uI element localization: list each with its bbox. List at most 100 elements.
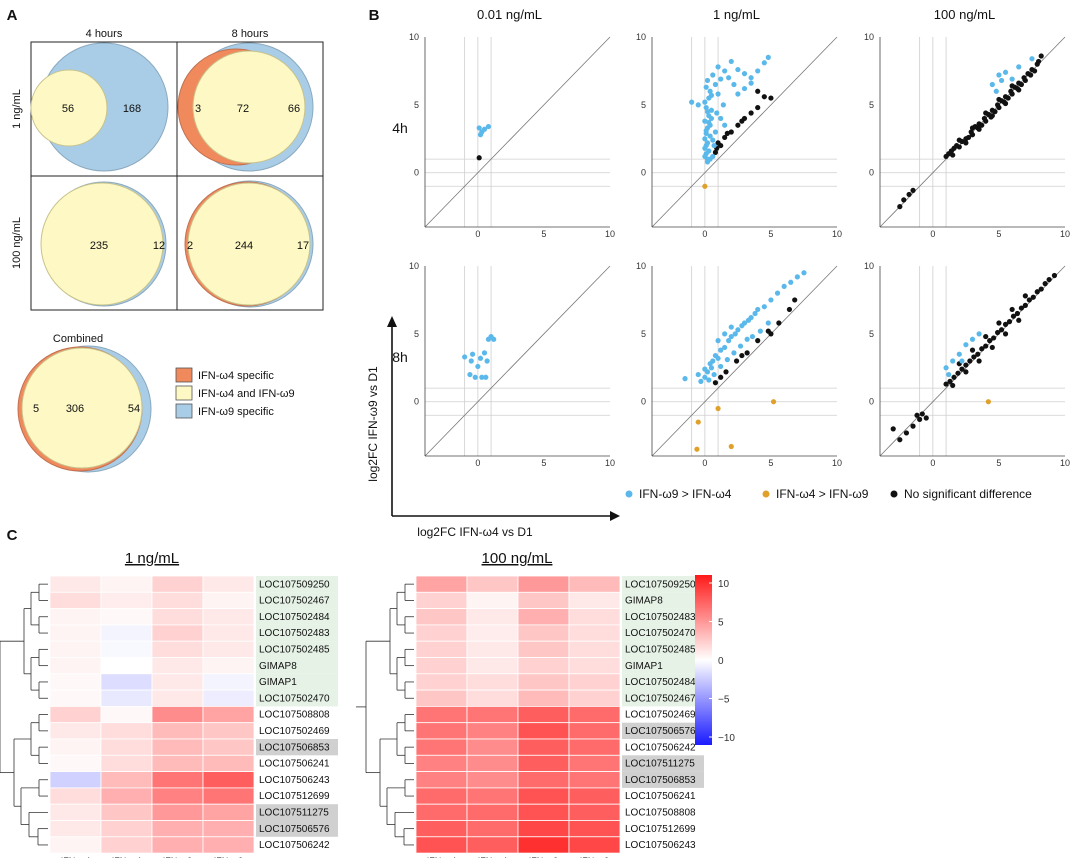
- data-point-blue: [722, 68, 728, 74]
- data-point-black: [979, 346, 985, 352]
- x-tick-label: 10: [605, 458, 615, 468]
- venn-diagram: 244 17 2: [184, 180, 314, 308]
- x-tick-label: 5: [996, 458, 1001, 468]
- data-point-blue: [735, 66, 741, 73]
- color-scale-bar: [695, 575, 712, 745]
- identity-line: [879, 265, 1066, 457]
- scale-tick-label: 10: [718, 579, 730, 590]
- data-point-orange: [985, 399, 991, 405]
- heatmap-cell: [517, 787, 570, 805]
- y-tick-label: 10: [636, 261, 646, 271]
- heatmap-cell: [517, 640, 570, 658]
- data-point-black: [983, 118, 989, 124]
- data-point-blue: [481, 350, 488, 356]
- data-point-blue: [722, 331, 728, 337]
- data-point-blue: [695, 102, 701, 108]
- data-point-blue: [710, 72, 716, 78]
- heatmap-cell: [100, 820, 153, 838]
- y-tick-label: 0: [869, 168, 874, 178]
- data-point-blue: [757, 328, 763, 334]
- gene-label: LOC107506241: [259, 759, 330, 770]
- heatmap-cell: [415, 803, 468, 821]
- y-tick-label: 5: [869, 100, 874, 110]
- data-point-blue: [946, 371, 952, 378]
- data-point-blue: [702, 136, 708, 142]
- heatmap-cell: [568, 836, 621, 854]
- heatmap-cell: [100, 575, 153, 593]
- data-point-blue: [768, 297, 774, 303]
- data-point-black: [776, 320, 782, 326]
- venn-overlap-circle: [187, 182, 311, 306]
- scale-tick-label: 5: [718, 618, 724, 629]
- data-point-black: [897, 204, 903, 210]
- data-point-blue: [714, 110, 720, 116]
- data-point-blue: [483, 374, 489, 380]
- scatter-legend-label: No significant difference: [904, 487, 1032, 501]
- gene-label: LOC107511275: [259, 808, 329, 819]
- data-point-black: [1022, 302, 1028, 308]
- heatmap-cell: [517, 657, 570, 675]
- data-point-black: [950, 382, 956, 389]
- data-point-blue: [749, 333, 756, 340]
- gene-label-bg: [256, 804, 338, 821]
- data-point-black: [1042, 281, 1048, 287]
- data-point-black: [983, 110, 989, 116]
- y-tick-label: 0: [414, 168, 419, 178]
- heatmap-cell: [415, 640, 468, 658]
- gene-label: GIMAP8: [625, 596, 663, 607]
- dendrogram: [356, 583, 414, 846]
- data-point-blue: [728, 333, 734, 340]
- heatmap-cell: [517, 754, 570, 772]
- venn-count-w4: 5: [33, 403, 39, 415]
- heatmap-cell: [100, 771, 153, 789]
- gene-label-bg: [622, 771, 704, 788]
- data-point-black: [768, 331, 774, 337]
- data-point-black: [722, 134, 728, 141]
- data-point-blue: [959, 358, 965, 364]
- heatmap-cell: [517, 771, 570, 789]
- data-point-blue: [710, 137, 716, 143]
- venn-overlap-circle: [30, 69, 108, 147]
- data-point-blue: [993, 88, 999, 94]
- y-tick-label: 5: [414, 100, 419, 110]
- data-point-black: [744, 350, 750, 356]
- data-point-blue: [707, 133, 713, 139]
- data-point-black: [971, 354, 977, 360]
- x-tick-label: 5: [996, 229, 1001, 239]
- data-point-blue: [976, 331, 982, 337]
- data-point-black: [1002, 100, 1009, 107]
- data-point-blue: [748, 314, 754, 321]
- gene-label: LOC107508808: [625, 808, 696, 819]
- data-point-blue: [715, 64, 721, 70]
- y-tick-label: 10: [409, 32, 419, 42]
- y-arrowhead: [387, 316, 397, 327]
- heatmap-cell: [466, 673, 519, 691]
- heatmap-cell: [466, 787, 519, 805]
- data-point-blue: [703, 128, 709, 134]
- y-tick-label: 10: [636, 32, 646, 42]
- data-point-blue: [781, 283, 787, 289]
- data-point-orange: [728, 443, 734, 450]
- heatmap-cell: [151, 689, 204, 707]
- data-point-orange: [702, 183, 708, 189]
- heatmap-cell: [517, 575, 570, 593]
- gene-label-bg: [256, 690, 338, 707]
- heatmap-cell: [100, 803, 153, 821]
- heatmap-cell: [100, 591, 153, 609]
- heatmap-cell: [151, 608, 204, 626]
- gene-label-bg: [622, 673, 704, 691]
- scatter-panel: 0 0 5 5 10 10: [864, 32, 1070, 239]
- data-point-blue: [801, 270, 807, 276]
- data-point-blue: [472, 374, 478, 380]
- gene-label: LOC107506576: [259, 824, 330, 835]
- heatmap-cell: [568, 591, 621, 609]
- data-point-blue: [468, 358, 474, 364]
- heatmap-cell: [466, 820, 519, 838]
- data-point-black: [718, 142, 724, 149]
- heatmap-cell: [568, 722, 621, 740]
- venn-diagram: 72 66 3: [177, 42, 314, 172]
- legend-marker: [625, 490, 633, 498]
- data-point-blue: [744, 336, 750, 342]
- data-point-black: [983, 343, 989, 349]
- data-point-black: [1014, 310, 1021, 317]
